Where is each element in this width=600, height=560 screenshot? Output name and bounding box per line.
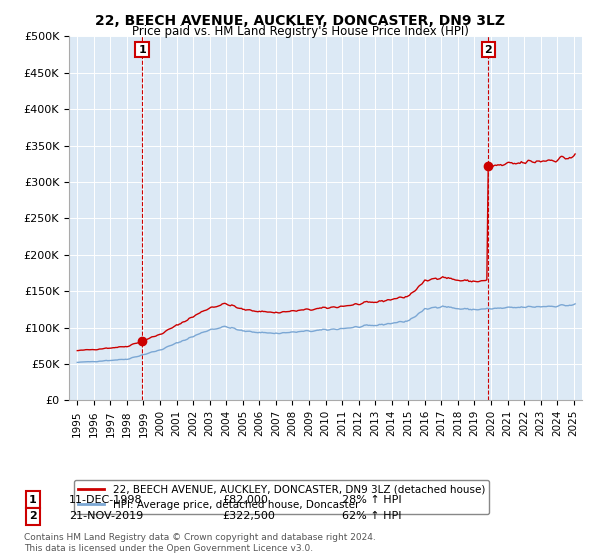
Text: 11-DEC-1998: 11-DEC-1998: [69, 494, 143, 505]
Text: 1: 1: [29, 494, 37, 505]
Text: 21-NOV-2019: 21-NOV-2019: [69, 511, 143, 521]
Legend: 22, BEECH AVENUE, AUCKLEY, DONCASTER, DN9 3LZ (detached house), HPI: Average pri: 22, BEECH AVENUE, AUCKLEY, DONCASTER, DN…: [74, 480, 489, 514]
Text: 62% ↑ HPI: 62% ↑ HPI: [342, 511, 401, 521]
Text: 1: 1: [138, 44, 146, 54]
Text: Price paid vs. HM Land Registry's House Price Index (HPI): Price paid vs. HM Land Registry's House …: [131, 25, 469, 38]
Text: Contains HM Land Registry data © Crown copyright and database right 2024.
This d: Contains HM Land Registry data © Crown c…: [24, 533, 376, 553]
Text: 2: 2: [29, 511, 37, 521]
Text: 22, BEECH AVENUE, AUCKLEY, DONCASTER, DN9 3LZ: 22, BEECH AVENUE, AUCKLEY, DONCASTER, DN…: [95, 14, 505, 28]
Text: £322,500: £322,500: [222, 511, 275, 521]
Text: 2: 2: [484, 44, 492, 54]
Text: 28% ↑ HPI: 28% ↑ HPI: [342, 494, 401, 505]
Text: £82,000: £82,000: [222, 494, 268, 505]
